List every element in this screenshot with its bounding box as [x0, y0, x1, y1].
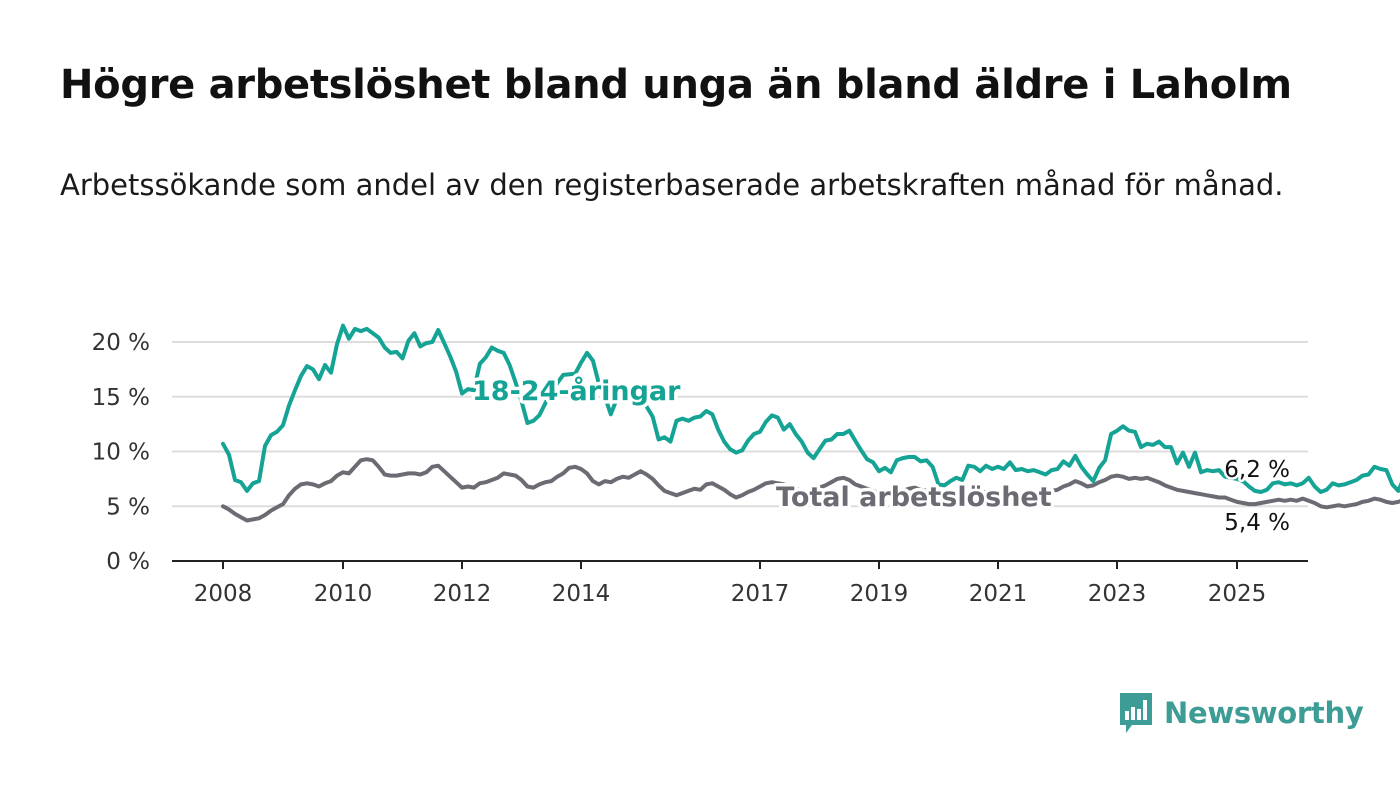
gridlines [172, 341, 1308, 508]
x-tick-label: 2010 [314, 581, 373, 607]
logo-text: Newsworthy [1164, 696, 1364, 730]
chart-subtitle: Arbetssökande som andel av den registerb… [60, 168, 1284, 202]
x-tick-label: 2019 [850, 581, 909, 607]
series-line [221, 323, 1400, 494]
series-labels: 18-24-åringar Total arbetslöshet 6,2 % 5,4 … [469, 372, 1293, 539]
series-label-total: Total arbetslöshet [776, 482, 1052, 513]
x-tick-label: 2008 [194, 581, 253, 607]
x-tick-label: 2014 [552, 581, 611, 607]
x-tick-label: 2012 [433, 581, 492, 607]
y-tick-label: 20 % [92, 330, 150, 356]
newsworthy-logo: Newsworthy [1118, 690, 1364, 736]
y-tick-label: 0 % [106, 549, 150, 575]
bar-chart-speech-bubble-icon [1120, 693, 1152, 733]
y-tick-label: 10 % [92, 440, 150, 466]
series-label-youth: 18-24-åringar [472, 375, 681, 407]
x-tick-label: 2017 [731, 581, 790, 607]
chart-title: Högre arbetslöshet bland unga än bland ä… [60, 62, 1292, 108]
x-tick-label: 2025 [1208, 581, 1267, 607]
y-tick-label: 15 % [92, 385, 150, 411]
series-line [221, 457, 1400, 523]
end-value-youth: 6,2 % [1224, 457, 1290, 483]
x-tick-label: 2023 [1088, 581, 1147, 607]
x-tick-label: 2021 [969, 581, 1028, 607]
x-axis-ticks: 2008 2010 2012 2014 2017 2019 2021 2023 2025 [194, 561, 1267, 607]
end-value-total: 5,4 % [1224, 510, 1290, 536]
y-tick-label: 5 % [106, 494, 150, 520]
y-axis-ticks: 0 % 5 % 10 % 15 % 20 % [92, 330, 150, 575]
series-lines [221, 323, 1400, 523]
